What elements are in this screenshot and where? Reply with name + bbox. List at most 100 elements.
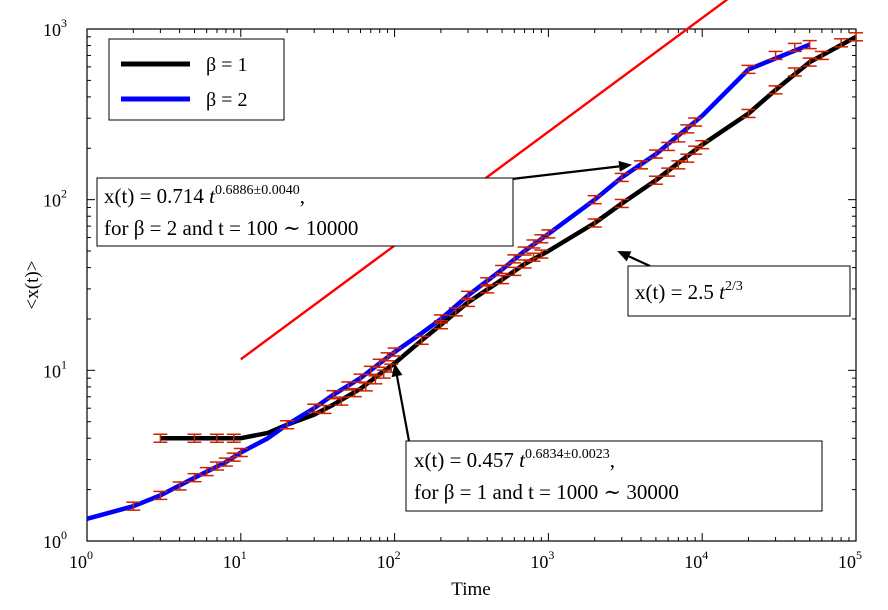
error-bar-beta2 [341,381,356,391]
annotation-beta1-line1: x(t) = 0.457 t0.6834±0.0023, [414,447,615,472]
error-bar-beta2 [460,290,475,301]
error-bar-beta1 [648,175,663,185]
annotation-beta1-line2: for β = 1 and t = 1000 ∼ 30000 [414,480,679,504]
error-bar-layer [126,32,863,511]
error-bar-beta2 [614,172,629,183]
error-bar-beta2 [326,389,341,400]
x-tick-label-exponent: 3 [548,548,554,562]
x-tick-label-exponent: 4 [702,548,708,562]
error-bar-beta2 [688,117,703,127]
y-tick-label-exponent: 3 [61,16,67,30]
error-bar-beta2 [541,229,556,239]
x-tick-label: 105 [838,548,862,572]
error-bar-beta2 [387,347,402,357]
error-bar-beta1 [814,50,829,61]
legend-label-beta1: β = 1 [206,54,247,76]
error-bar-beta1 [414,335,429,346]
error-bar-beta2 [226,452,241,462]
error-bar-beta2 [187,472,202,483]
y-tick-label: 102 [43,187,67,211]
error-bar-beta1 [334,396,349,406]
annotation-beta2-box [96,177,514,247]
annotation-fit-var: t [719,280,726,304]
error-bar-beta2 [199,466,214,477]
annotation-beta2-exponent: 0.6886±0.0040 [215,183,300,198]
error-bar-beta1 [526,252,541,262]
error-bar-beta2 [433,314,448,324]
x-tick-label-base: 10 [684,552,702,572]
error-bar-beta1 [368,375,383,385]
error-bar-beta2 [480,277,495,287]
error-bar-beta2 [209,461,224,471]
y-tick-label-base: 10 [43,20,61,40]
annotation-beta1-formula: x(t) = 0.457 [414,448,519,472]
annotation-arrows [391,160,651,442]
error-bar-beta2 [787,42,802,53]
fit-line-layer [240,0,729,361]
error-bar-beta1 [317,404,332,415]
annotation-beta1-comma: , [610,448,615,472]
x-axis-label: Time [451,579,490,600]
annotation-fit-box [627,265,851,317]
y-tick-label-base: 10 [43,532,61,552]
annotation-beta2: x(t) = 0.714 t0.6886±0.0040, for β = 2 a… [96,177,514,247]
error-bar-beta1 [534,249,549,259]
legend-box [108,38,285,121]
error-bar-beta2 [172,481,187,491]
error-bar-beta1 [688,145,703,155]
error-bar-beta2 [307,403,322,413]
legend-label-beta2: β = 2 [206,89,247,111]
arrow-shaft-ann-fit [628,255,651,268]
annotation-fit-exponent: 2/3 [725,279,743,294]
error-bar-beta1 [671,160,686,170]
error-bar-beta2 [648,149,663,159]
error-bar-beta1 [495,274,510,285]
error-bar-beta1 [280,419,295,430]
error-bar-beta1 [834,38,849,48]
x-tick-label-exponent: 2 [395,548,401,562]
error-bar-beta1 [741,108,756,119]
error-bar-beta2 [233,447,248,458]
x-tick-label: 102 [377,548,401,572]
error-bar-beta2 [768,50,783,61]
arrow-shaft-ann-beta1 [395,375,411,442]
error-bar-beta2 [741,64,756,75]
x-tick-label-base: 10 [377,552,395,572]
error-bar-beta1 [187,433,202,443]
annotation-beta2-line2: for β = 2 and t = 100 ∼ 10000 [104,216,358,240]
y-axis-label: <x(t)> [22,261,43,310]
error-bar-beta1 [517,259,532,269]
y-tick-label: 103 [43,16,67,40]
error-bar-beta2 [534,234,549,244]
error-bar-beta1 [802,57,817,67]
error-bar-beta1 [587,218,602,228]
error-bar-beta2 [372,358,387,369]
x-tick-label-base: 10 [223,552,241,572]
y-tick-label-base: 10 [43,191,61,211]
error-bar-beta2 [380,352,395,362]
annotation-beta2-var: t [209,184,216,208]
error-bar-beta2 [633,160,648,170]
error-bar-beta1 [448,307,463,317]
x-tick-label-base: 10 [530,552,548,572]
error-bar-beta1 [153,433,168,443]
axis-ticks [86,28,857,542]
annotation-fit: x(t) = 2.5 t2/3 [627,265,851,317]
error-bar-beta2 [218,457,233,467]
arrow-head-ann-fit [617,251,632,262]
x-tick-label-base: 10 [838,552,856,572]
error-bar-beta1 [695,139,710,150]
y-tick-label-exponent: 1 [61,357,67,371]
error-bar-beta1 [376,369,391,379]
annotation-beta1-exponent: 0.6834±0.0023 [525,447,610,462]
legend: β = 1 β = 2 [108,38,285,121]
y-tick-label-exponent: 0 [61,528,67,542]
x-tick-label-exponent: 1 [241,548,247,562]
annotation-fit-line1: x(t) = 2.5 t2/3 [635,279,743,304]
x-tick-label: 101 [223,548,247,572]
x-tick-label-exponent: 5 [856,548,862,562]
annotation-beta1-box [405,440,823,512]
error-bar-beta2 [153,490,168,501]
